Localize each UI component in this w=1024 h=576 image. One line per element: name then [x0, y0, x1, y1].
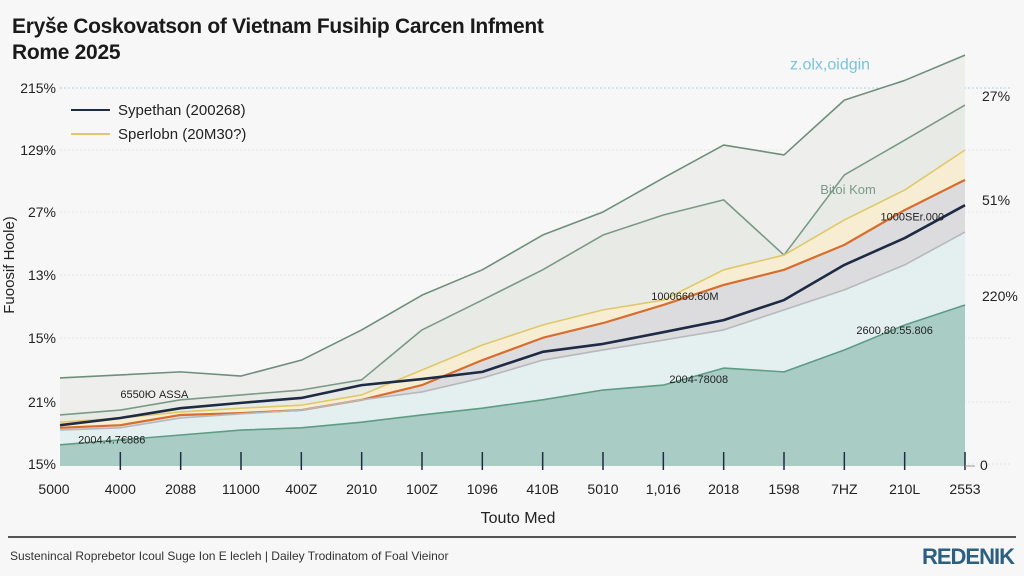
y-right-tick-label: 51% [982, 192, 1010, 208]
legend-label: Sperlobn (20M30?) [118, 126, 246, 143]
x-tick-label: 100Z [406, 481, 438, 497]
annotation-label: 2600.80.55.806 [856, 325, 932, 337]
x-tick-label: 400Z [285, 481, 317, 497]
annotation-label: 2004.4.7€886 [78, 435, 145, 447]
x-tick-label: 410B [526, 481, 559, 497]
series-line-orange [59, 178, 966, 429]
x-tick-label: 2018 [708, 481, 739, 497]
y-tick-label: 13% [28, 267, 56, 283]
annotation-label: 1000SEr.000 [881, 212, 945, 224]
series-line-mid-band [59, 104, 966, 416]
y-tick-label: 15% [28, 330, 56, 346]
series-line-top-band [59, 54, 966, 379]
x-tick-label: 2010 [346, 481, 377, 497]
x-tick-label: 2088 [165, 481, 196, 497]
x-tick-label: 4000 [105, 481, 136, 497]
footer-source: Sustenincal Roprebetor Icoul Suge Ion E … [10, 549, 449, 563]
x-tick-label: 1096 [467, 481, 498, 497]
series-line-teal [59, 304, 966, 446]
y-right-tick-label: 27% [982, 88, 1010, 104]
area-teal [60, 304, 965, 466]
footer-divider [8, 536, 1016, 538]
x-tick-label: 7HZ [831, 481, 858, 497]
y-tick-label: 21% [28, 394, 56, 410]
legend-label: Sypethan (200268) [118, 102, 246, 119]
x-tick-label: 210L [889, 481, 920, 497]
series-line-sypethan-200268- [59, 204, 966, 427]
y-right-tick-label: 220% [982, 288, 1018, 304]
x-tick-label: 1598 [768, 481, 799, 497]
annotation-label: 1000660.60M [651, 291, 718, 303]
chart-title: Eryše Coskovatson of Vietnam Fusihip Car… [12, 14, 544, 66]
x-tick-label: 5010 [587, 481, 618, 497]
title-line-1: Eryše Coskovatson of Vietnam Fusihip Car… [12, 15, 544, 38]
series-line-sperlobn-20m30- [59, 149, 966, 423]
x-tick-label: 2553 [949, 481, 980, 497]
y-tick-label: 129% [20, 142, 56, 158]
x-axis-label: Touto Med [481, 510, 556, 527]
x-tick-label: 5000 [38, 481, 69, 497]
y-tick-label: 15% [28, 456, 56, 472]
x-tick-label: 1,016 [646, 481, 681, 497]
x-tick-label: 11000 [222, 481, 260, 497]
brand-logo: REDENIK [921, 544, 1015, 569]
annotation-label: Bitoi Kom [820, 182, 876, 197]
y-axis-label: Fuoosif Hoole) [1, 216, 18, 314]
series-line-light-band [59, 231, 966, 431]
annotation-label: 6550Ю ASSA [120, 389, 189, 401]
annotation-label: 2004-78008 [669, 374, 728, 386]
title-line-2: Rome 2025 [12, 41, 121, 64]
y-right-tick-label: 0 [980, 457, 988, 473]
annotation-label: z.olx,oidgin [790, 56, 870, 73]
y-tick-label: 27% [28, 204, 56, 220]
y-tick-label: 215% [20, 80, 56, 96]
